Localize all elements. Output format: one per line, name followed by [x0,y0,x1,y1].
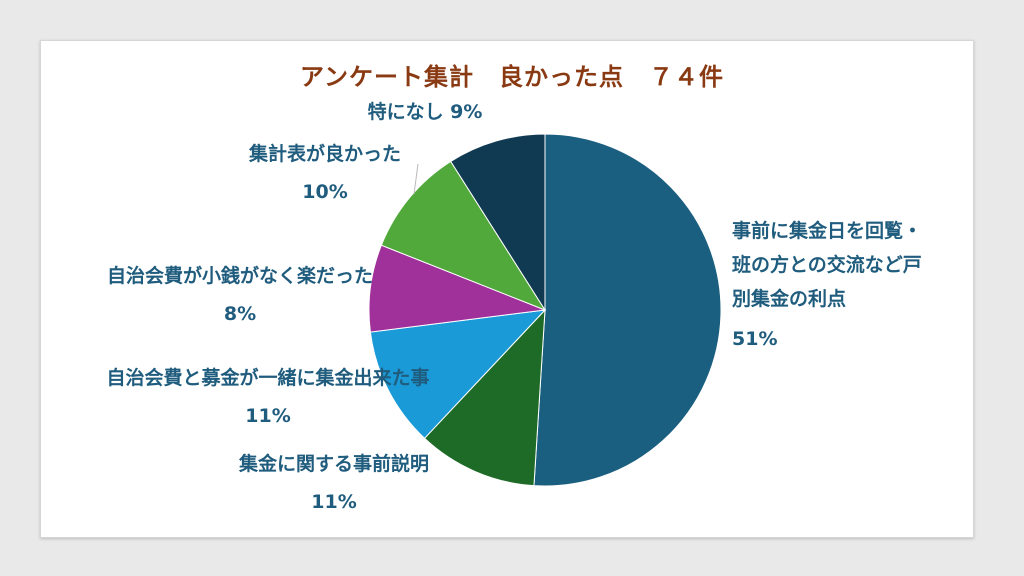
slice-label-text: 自治会費と募金が一緒に集金出来た事 [106,366,429,389]
slice-percent: 10% [302,181,347,203]
slice-label: 特になし 9% [368,101,483,123]
pie-slice [533,133,722,487]
pie-slice [423,308,546,487]
slice-label: 集金に関する事前説明 11% [238,452,429,513]
slice-label-text: 自治会費が小銭がなく楽だった [107,264,373,287]
slice-label: 自治会費と募金が一緒に集金出来た事 11% [106,366,429,427]
slice-label: 集計表が良かった 10% [248,142,401,203]
slice-percent: 51% [732,328,777,350]
pie-slice [369,309,547,440]
slice-label-text: 集金に関する事前説明 [238,452,429,475]
pie-slice [450,133,546,312]
chart-title: アンケート集計 良かった点 ７４件 [299,63,725,91]
slice-label: 自治会費が小銭がなく楽だった 8% [107,264,373,325]
slice-label-text: 集計表が良かった [248,142,401,165]
slice-label-text: 特になし 9% [368,101,483,123]
leader-line [413,163,419,195]
pie-slice [380,160,547,312]
slice-percent: 11% [311,491,356,513]
slice-label-text: 班の方との交流など戸 [732,253,922,276]
slice-percent: 8% [224,303,256,325]
slice-label-text: 別集金の利点 [732,287,846,310]
slice-label-text: 事前に集金日を回覧・ [732,219,922,242]
slice-percent: 11% [245,405,290,427]
pie-slice [368,244,546,333]
